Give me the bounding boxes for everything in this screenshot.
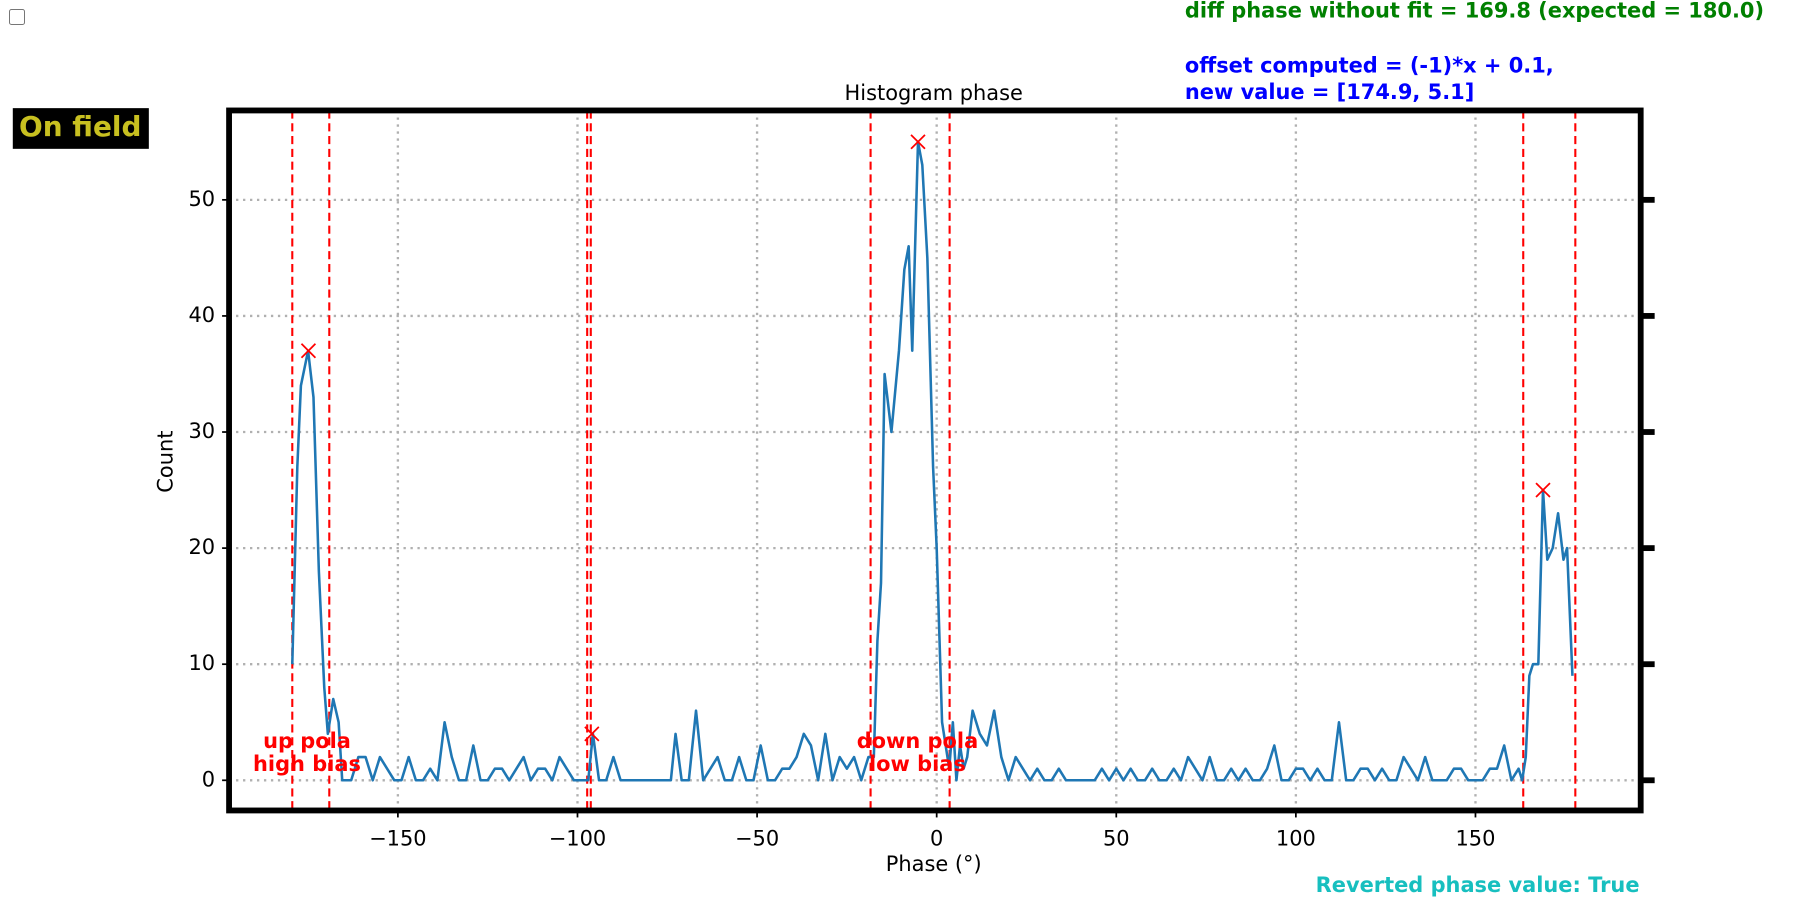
x-tick-label: 100 xyxy=(1276,827,1316,851)
x-axis-label: Phase (°) xyxy=(886,852,982,876)
badge: On field xyxy=(19,110,141,143)
region-label: high bias xyxy=(253,752,361,776)
peak-marker-stroke xyxy=(1535,482,1551,498)
x-tick-label: −50 xyxy=(735,827,779,851)
peak-marker xyxy=(584,726,600,742)
plot-frame xyxy=(226,107,1644,814)
y-axis-label: Count xyxy=(153,431,177,493)
y-tick-label: 0 xyxy=(202,767,215,791)
peak-marker xyxy=(1535,482,1551,498)
peak-marker xyxy=(910,134,926,150)
checkbox[interactable] xyxy=(9,9,25,25)
info-blue: new value = [174.9, 5.1] xyxy=(1185,80,1474,104)
x-tick-label: 0 xyxy=(930,827,943,851)
x-tick-label: 50 xyxy=(1103,827,1130,851)
y-tick-label: 50 xyxy=(188,187,215,211)
info-green: diff phase without fit = 169.8 (expected… xyxy=(1185,0,1764,23)
y-tick-label: 10 xyxy=(188,651,215,675)
peak-marker-stroke xyxy=(910,134,926,150)
region-label: up pola xyxy=(263,729,351,753)
peak-marker-stroke xyxy=(300,343,317,359)
peak-marker xyxy=(300,343,317,359)
peak-marker-stroke xyxy=(584,726,600,742)
x-tick-label: −100 xyxy=(549,827,606,851)
x-tick-label: −150 xyxy=(369,827,426,851)
region-label: down pola xyxy=(857,729,979,753)
chart-title: Histogram phase xyxy=(845,81,1023,105)
footer: Reverted phase value: True xyxy=(1316,873,1640,897)
y-tick-label: 30 xyxy=(188,419,215,443)
x-tick-label: 150 xyxy=(1456,827,1496,851)
badge-bg xyxy=(12,108,149,149)
data-line xyxy=(291,140,1574,782)
info-blue: offset computed = (-1)*x + 0.1, xyxy=(1185,53,1554,77)
region-label: low bias xyxy=(869,752,966,776)
y-tick-label: 20 xyxy=(188,535,215,559)
y-tick-label: 40 xyxy=(188,303,215,327)
